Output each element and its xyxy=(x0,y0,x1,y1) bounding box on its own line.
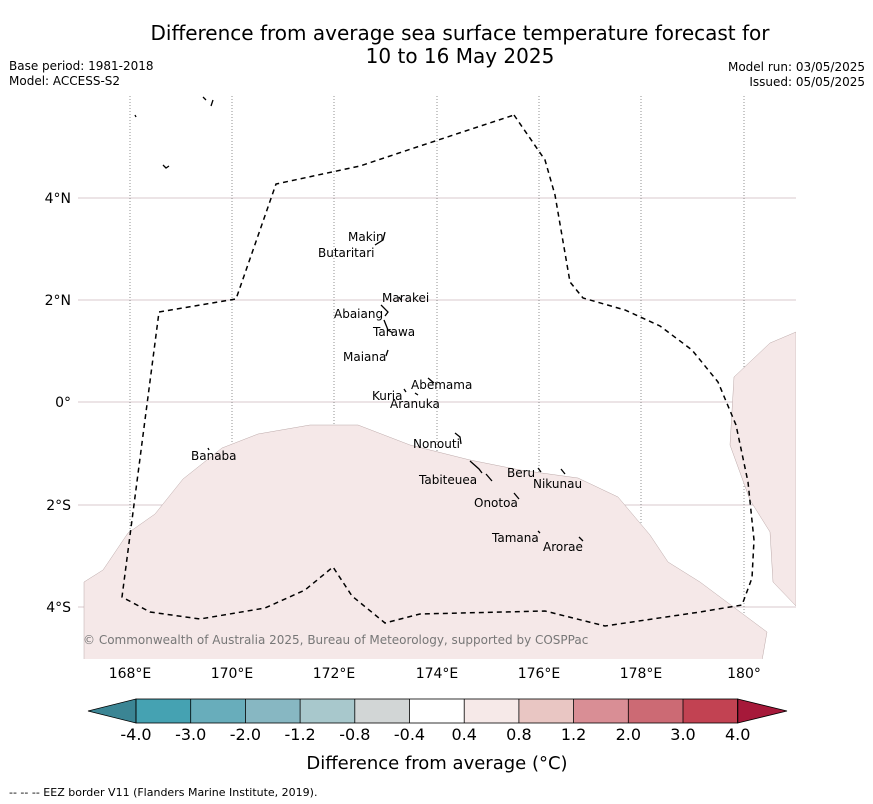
island-label-tabiteuea: Tabiteuea xyxy=(418,473,477,487)
anomaly-shading xyxy=(83,331,796,659)
lon-label-172e: 172°E xyxy=(313,666,356,682)
lon-label-174e: 174°E xyxy=(416,666,459,682)
model-run: Model run: 03/05/2025 xyxy=(727,60,865,74)
lon-label-178e: 178°E xyxy=(620,666,663,682)
island-label-arorae: Arorae xyxy=(543,540,583,554)
title-line-1: Difference from average sea surface temp… xyxy=(150,21,770,45)
issued-date: Issued: 05/05/2025 xyxy=(749,75,865,89)
island-labels: Makin Butaritari Marakei Abaiang Tarawa … xyxy=(191,230,583,554)
island-label-onotoa: Onotoa xyxy=(474,496,518,510)
island-label-marakei: Marakei xyxy=(382,291,429,305)
island-label-butaritari: Butaritari xyxy=(318,246,375,260)
eez-footnote: -- -- -- EEZ border V11 (Flanders Marine… xyxy=(9,786,318,799)
copyright-notice: © Commonwealth of Australia 2025, Bureau… xyxy=(83,633,588,647)
meta-right: Model run: 03/05/2025 Issued: 05/05/2025 xyxy=(728,60,865,90)
colorbar-tick-label: -2.0 xyxy=(230,725,261,744)
colorbar: -4.0 -3.0 -2.0 -1.2 -0.8 -0.4 0.4 0.8 1.2 2.0 3.0 4… xyxy=(87,698,788,744)
island-label-maiana: Maiana xyxy=(343,350,386,364)
colorbar-segment xyxy=(190,699,246,723)
colorbar-segment xyxy=(464,699,519,723)
island-label-kuria: Kuria xyxy=(372,389,403,403)
island-label-abaiang: Abaiang xyxy=(334,307,383,321)
lat-label-2s: 2°S xyxy=(46,498,71,514)
lon-axis-labels: 168°E 170°E 172°E 174°E 176°E 178°E 180° xyxy=(109,666,761,682)
colorbar-tick-label: -4.0 xyxy=(120,725,151,744)
colorbar-label: Difference from average (°C) xyxy=(306,753,567,774)
colorbar-tick-label: 1.2 xyxy=(561,725,586,744)
colorbar-segment xyxy=(136,699,191,723)
colorbar-tick-label: 4.0 xyxy=(725,725,750,744)
warm-anomaly-region xyxy=(83,424,768,659)
colorbar-extend-high xyxy=(737,698,788,724)
colorbar-tick-label: 3.0 xyxy=(670,725,695,744)
lat-label-4n: 4°N xyxy=(45,191,71,207)
colorbar-tick-label: -0.4 xyxy=(394,725,425,744)
lon-label-170e: 170°E xyxy=(211,666,254,682)
colorbar-segment xyxy=(354,699,410,723)
island-label-beru: Beru xyxy=(507,466,535,480)
colorbar-extend-low xyxy=(87,698,137,724)
island-label-banaba: Banaba xyxy=(191,449,237,463)
colorbar-segment xyxy=(628,699,683,723)
colorbar-segment xyxy=(409,699,465,723)
colorbar-tick-label: -1.2 xyxy=(284,725,315,744)
lon-gridlines xyxy=(129,96,745,659)
title-line-2: 10 to 16 May 2025 xyxy=(365,44,555,68)
colorbar-tick-label: 2.0 xyxy=(616,725,641,744)
colorbar-segment xyxy=(245,699,301,723)
colorbar-segment xyxy=(518,699,574,723)
lon-label-168e: 168°E xyxy=(109,666,152,682)
island-label-aranuka: Aranuka xyxy=(390,397,440,411)
colorbar-tick-label: 0.4 xyxy=(451,725,476,744)
warm-anomaly-region-east xyxy=(729,331,796,607)
lon-label-176e: 176°E xyxy=(518,666,561,682)
lat-label-4s: 4°S xyxy=(46,600,71,616)
colorbar-segment xyxy=(300,699,355,723)
island-label-abemama: Abemama xyxy=(411,378,472,392)
colorbar-tick-label: -3.0 xyxy=(175,725,206,744)
meta-left: Base period: 1981-2018 Model: ACCESS-S2 xyxy=(9,59,154,89)
lat-label-0: 0° xyxy=(55,395,71,411)
lat-axis-labels: 4°N 2°N 0° 2°S 4°S xyxy=(45,191,72,616)
colorbar-segment xyxy=(683,699,738,723)
map-title: Difference from average sea surface temp… xyxy=(100,22,820,68)
island-label-nonouti: Nonouti xyxy=(413,437,460,451)
island-label-makin: Makin xyxy=(348,230,384,244)
island-coastlines xyxy=(134,96,584,542)
base-period: Base period: 1981-2018 xyxy=(9,59,154,73)
colorbar-tick-label: -0.8 xyxy=(339,725,370,744)
colorbar-segment xyxy=(573,699,629,723)
model-name: Model: ACCESS-S2 xyxy=(9,74,121,88)
lat-label-2n: 2°N xyxy=(45,293,71,309)
island-label-tamana: Tamana xyxy=(491,531,539,545)
colorbar-tick-label: 0.8 xyxy=(506,725,531,744)
island-label-nikunau: Nikunau xyxy=(533,477,582,491)
island-label-tarawa: Tarawa xyxy=(372,325,415,339)
lon-label-180: 180° xyxy=(727,666,761,682)
